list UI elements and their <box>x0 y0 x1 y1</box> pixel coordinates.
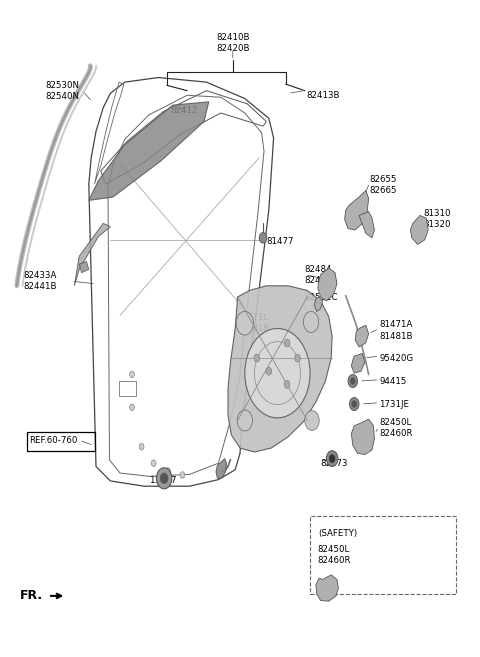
Text: 82413B: 82413B <box>306 91 340 100</box>
Text: 82410B
82420B: 82410B 82420B <box>216 33 250 53</box>
Circle shape <box>259 233 267 243</box>
Circle shape <box>254 354 260 362</box>
Bar <box>310 516 456 594</box>
Circle shape <box>303 311 319 332</box>
Circle shape <box>350 378 355 384</box>
Circle shape <box>245 328 310 418</box>
Text: 82484
82494A: 82484 82494A <box>305 265 338 284</box>
Circle shape <box>329 455 335 463</box>
Text: 82412: 82412 <box>170 106 198 115</box>
Circle shape <box>305 411 319 430</box>
Circle shape <box>151 460 156 466</box>
Text: 82433A
82441B: 82433A 82441B <box>23 271 57 291</box>
Polygon shape <box>74 223 110 286</box>
Text: REF.60-760: REF.60-760 <box>29 436 77 445</box>
Circle shape <box>326 451 338 466</box>
Circle shape <box>130 404 134 411</box>
Text: 81310
81320: 81310 81320 <box>423 209 451 229</box>
Polygon shape <box>345 191 369 230</box>
Circle shape <box>284 339 290 347</box>
Circle shape <box>139 443 144 450</box>
Text: 82655
82665: 82655 82665 <box>370 175 397 195</box>
Polygon shape <box>359 212 374 238</box>
Circle shape <box>295 354 300 362</box>
Polygon shape <box>351 353 365 373</box>
Circle shape <box>160 473 168 484</box>
Polygon shape <box>314 297 323 311</box>
Polygon shape <box>79 261 89 273</box>
Circle shape <box>130 371 134 378</box>
Text: 81471A
81481B: 81471A 81481B <box>379 321 413 340</box>
Text: 81477: 81477 <box>266 237 294 246</box>
Text: 82471L
82481R: 82471L 82481R <box>236 313 270 332</box>
Text: FR.: FR. <box>20 589 43 602</box>
Text: 82450L
82460R: 82450L 82460R <box>318 545 351 565</box>
Polygon shape <box>316 575 338 601</box>
Polygon shape <box>318 268 337 301</box>
Circle shape <box>156 468 172 489</box>
Text: 94415: 94415 <box>379 376 407 386</box>
Text: 82530N
82540N: 82530N 82540N <box>46 81 80 101</box>
Text: 11407: 11407 <box>149 476 177 486</box>
Polygon shape <box>410 215 428 244</box>
Text: 82450L
82460R: 82450L 82460R <box>379 419 413 438</box>
Circle shape <box>349 397 359 411</box>
Polygon shape <box>355 325 369 347</box>
Circle shape <box>266 367 272 375</box>
Polygon shape <box>351 419 374 455</box>
Polygon shape <box>228 286 332 452</box>
Text: (SAFETY): (SAFETY) <box>318 529 357 538</box>
Circle shape <box>284 380 290 388</box>
Circle shape <box>348 374 358 388</box>
Text: 82473: 82473 <box>321 459 348 468</box>
Text: 1731JE: 1731JE <box>379 399 409 409</box>
Text: 95420G: 95420G <box>379 353 413 363</box>
Circle shape <box>236 311 253 335</box>
Polygon shape <box>89 102 209 200</box>
Circle shape <box>352 401 357 407</box>
Text: 82531C: 82531C <box>305 293 338 302</box>
Circle shape <box>166 468 170 474</box>
Circle shape <box>180 472 185 478</box>
Circle shape <box>237 410 252 431</box>
Polygon shape <box>216 459 227 478</box>
